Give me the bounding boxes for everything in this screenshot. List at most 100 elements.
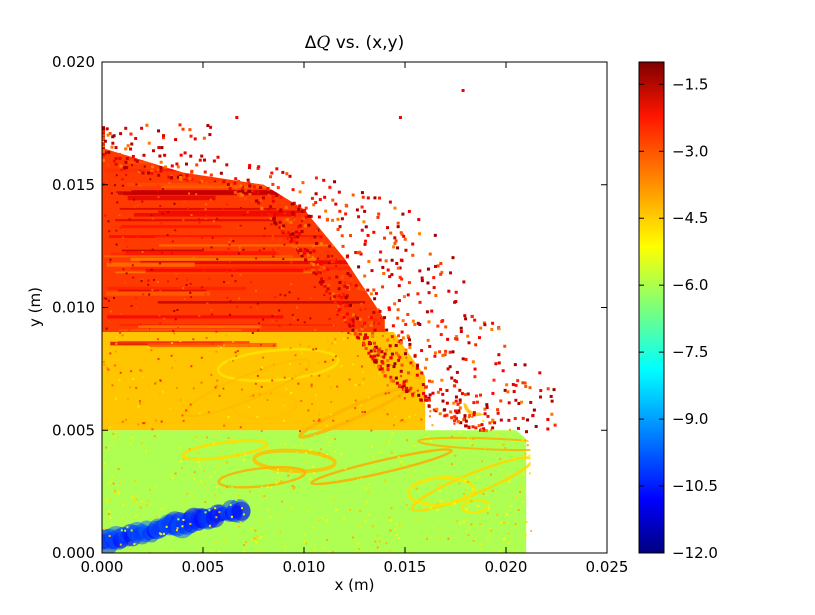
resonance-band: [181, 439, 269, 461]
unstable-point: [342, 315, 346, 319]
speckle-mark: [117, 468, 120, 471]
colorbar-ticks: −12.0−10.5−9.0−7.5−6.0−4.5−3.0−1.5: [639, 75, 718, 562]
speckle-mark: [156, 338, 159, 341]
unstable-point: [297, 207, 301, 211]
unstable-point: [225, 163, 229, 167]
speckle-mark: [244, 453, 247, 456]
unstable-point: [280, 227, 284, 231]
unstable-point: [357, 215, 361, 219]
speckle-mark: [165, 525, 168, 528]
unstable-point: [397, 299, 401, 303]
unstable-point: [257, 165, 261, 169]
unstable-point: [367, 340, 371, 344]
unstable-point: [473, 318, 477, 322]
unstable-point: [345, 286, 349, 290]
speckle-mark: [275, 319, 278, 322]
speckle-mark: [216, 217, 219, 220]
speckle-mark: [113, 184, 116, 187]
unstable-point: [351, 328, 355, 332]
unstable-point: [525, 430, 529, 434]
speckle-mark: [201, 286, 204, 289]
speckle-mark: [238, 246, 241, 249]
speckle-mark: [270, 223, 273, 226]
speckle-mark: [393, 338, 396, 341]
speckle-mark: [160, 508, 163, 511]
speckle-mark: [151, 288, 154, 291]
unstable-point: [312, 244, 316, 248]
speckle-mark: [296, 306, 299, 309]
stripe-mark: [118, 341, 250, 344]
unstable-point: [141, 171, 145, 175]
speckle-mark: [326, 539, 329, 542]
unstable-point: [425, 357, 429, 361]
speckle-mark: [176, 527, 179, 530]
speckle-mark: [130, 529, 133, 532]
unstable-point: [470, 315, 474, 319]
speckle-mark: [155, 380, 158, 383]
unstable-point: [514, 398, 518, 402]
speckle-mark: [161, 252, 164, 255]
speckle-mark: [112, 482, 115, 485]
speckle-mark: [214, 470, 217, 473]
speckle-mark: [188, 448, 191, 451]
speckle-mark: [158, 262, 161, 265]
unstable-point: [306, 253, 310, 257]
stripe-mark: [145, 268, 304, 273]
speckle-mark: [473, 525, 476, 528]
speckle-mark: [129, 548, 132, 551]
speckle-mark: [182, 518, 185, 521]
unstable-point: [458, 406, 462, 410]
speckle-mark: [389, 363, 392, 366]
speckle-mark: [380, 355, 383, 358]
unstable-point: [358, 250, 362, 254]
unstable-point: [506, 390, 510, 394]
speckle-mark: [388, 348, 391, 351]
speckle-mark: [453, 422, 456, 425]
unstable-point: [159, 160, 163, 164]
unstable-point: [446, 367, 450, 371]
speckle-mark: [115, 174, 118, 177]
unstable-point: [179, 175, 183, 179]
unstable-point: [439, 387, 443, 391]
speckle-mark: [397, 536, 400, 539]
speckle-mark: [256, 374, 259, 377]
speckle-mark: [140, 442, 143, 445]
stripe-mark: [134, 212, 297, 217]
speckle-mark: [209, 475, 212, 478]
speckle-mark: [260, 213, 263, 216]
speckle-mark: [126, 526, 129, 529]
colorbar: [638, 61, 665, 554]
unstable-point: [464, 317, 468, 321]
stripe-mark: [127, 182, 348, 187]
unstable-point: [203, 170, 207, 174]
unstable-point: [162, 134, 166, 138]
speckle-mark: [324, 360, 327, 363]
speckle-mark: [294, 350, 297, 353]
speckle-mark: [466, 436, 469, 439]
unstable-point: [491, 426, 495, 430]
unstable-point: [344, 203, 348, 207]
unstable-point: [312, 203, 316, 207]
speckle-mark: [226, 203, 229, 206]
unstable-point: [248, 189, 252, 193]
speckle-mark: [468, 410, 471, 413]
speckle-mark: [238, 297, 241, 300]
unstable-point: [422, 391, 426, 395]
speckle-mark: [293, 317, 296, 320]
speckle-mark: [107, 512, 110, 515]
speckle-mark: [186, 206, 189, 209]
speckle-mark: [293, 486, 296, 489]
speckle-mark: [160, 222, 163, 225]
speckle-mark: [295, 451, 298, 454]
speckle-mark: [422, 373, 425, 376]
speckle-mark: [149, 487, 152, 490]
unstable-point: [248, 184, 252, 188]
unstable-point: [464, 419, 468, 423]
speckle-mark: [238, 249, 241, 252]
unstable-point: [314, 229, 318, 233]
speckle-mark: [214, 432, 217, 435]
stripe-mark: [115, 219, 274, 222]
unstable-point: [288, 238, 292, 242]
unstable-point: [182, 176, 186, 180]
unstable-point: [348, 274, 352, 278]
